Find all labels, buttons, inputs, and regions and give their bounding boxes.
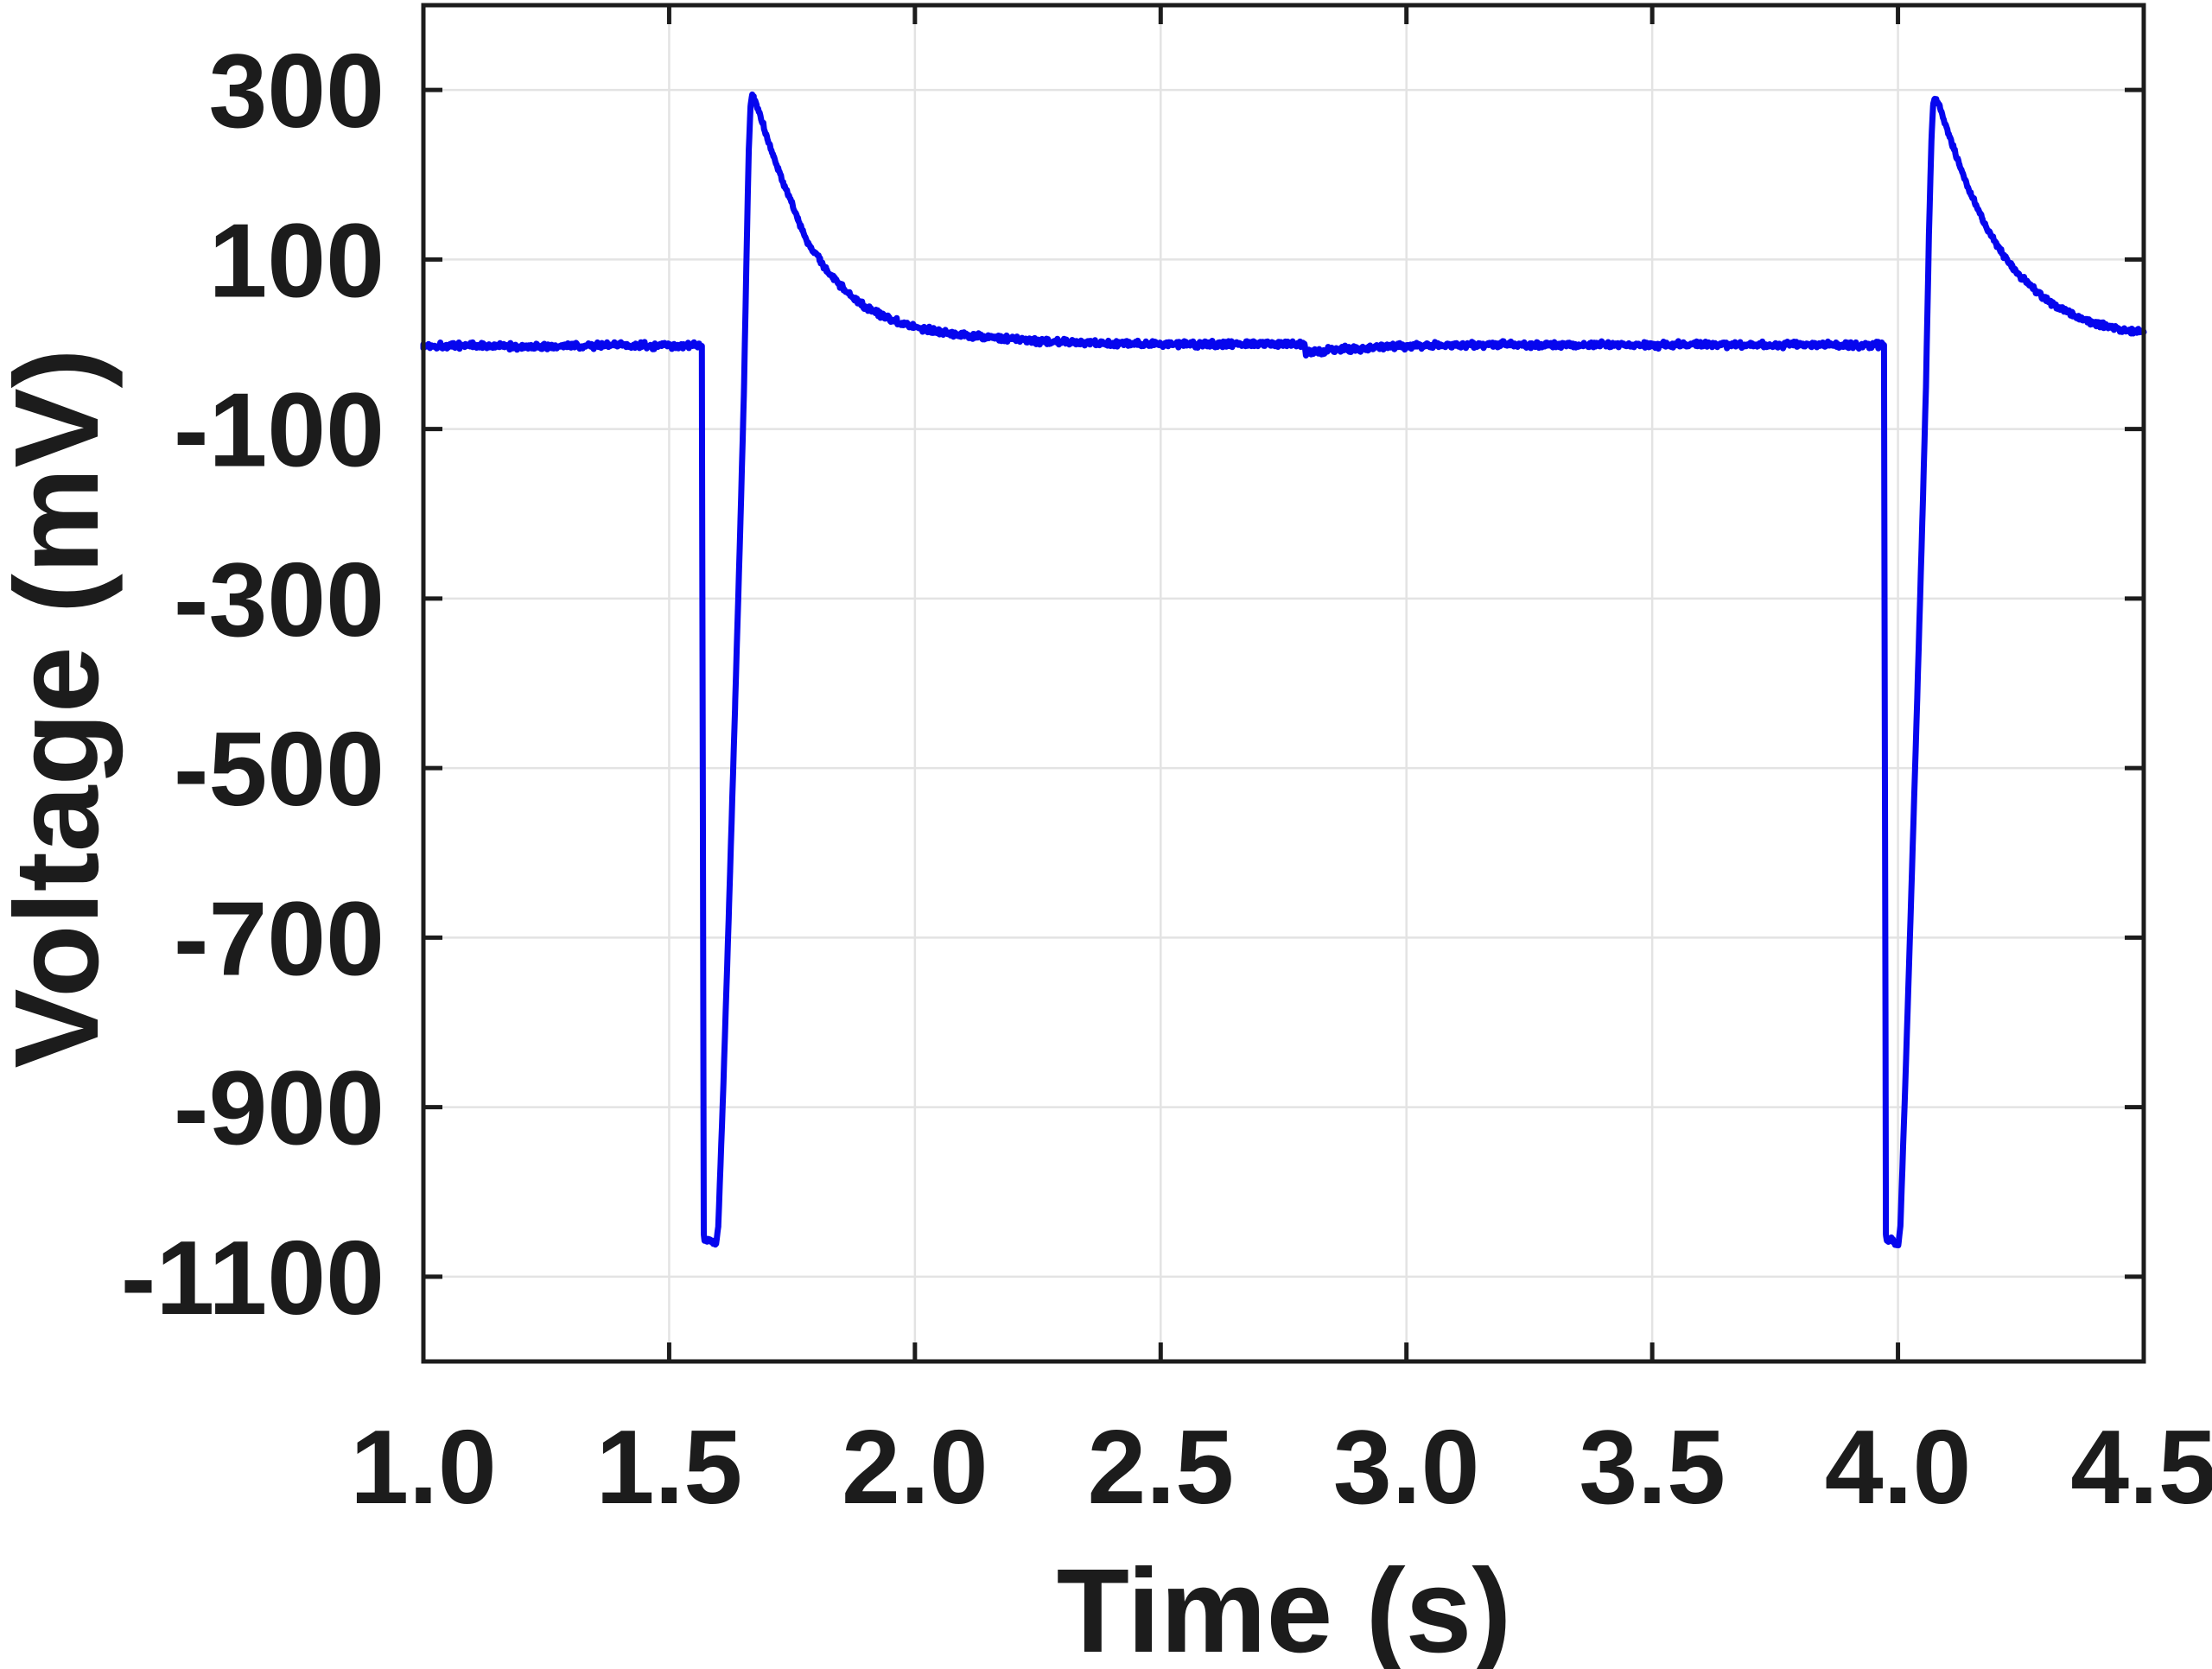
y-tick-label: -500: [174, 710, 385, 828]
y-tick-label: -100: [174, 371, 385, 489]
x-tick-label: 2.5: [1087, 1408, 1234, 1526]
x-tick-label: 2.0: [842, 1408, 988, 1526]
y-tick-label: -900: [174, 1050, 385, 1167]
y-tick-label: 300: [208, 32, 385, 149]
x-tick-label: 4.5: [2070, 1408, 2212, 1526]
voltage-trace: [420, 91, 2147, 1248]
x-tick-label: 1.0: [350, 1408, 497, 1526]
x-tick-label: 3.5: [1579, 1408, 1726, 1526]
x-tick-label: 4.0: [1825, 1408, 1972, 1526]
y-tick-label: -700: [174, 879, 385, 997]
x-axis-title: Time (s): [1056, 1545, 1512, 1669]
axes-frame: [421, 3, 2146, 1364]
y-tick-label: -1100: [121, 1219, 385, 1336]
y-tick-label: 100: [208, 201, 385, 319]
y-axis-title: Voltage (mV): [0, 348, 124, 1069]
x-tick-label: 1.5: [596, 1408, 743, 1526]
x-tick-label: 3.0: [1333, 1408, 1480, 1526]
y-tick-label: -300: [174, 541, 385, 658]
